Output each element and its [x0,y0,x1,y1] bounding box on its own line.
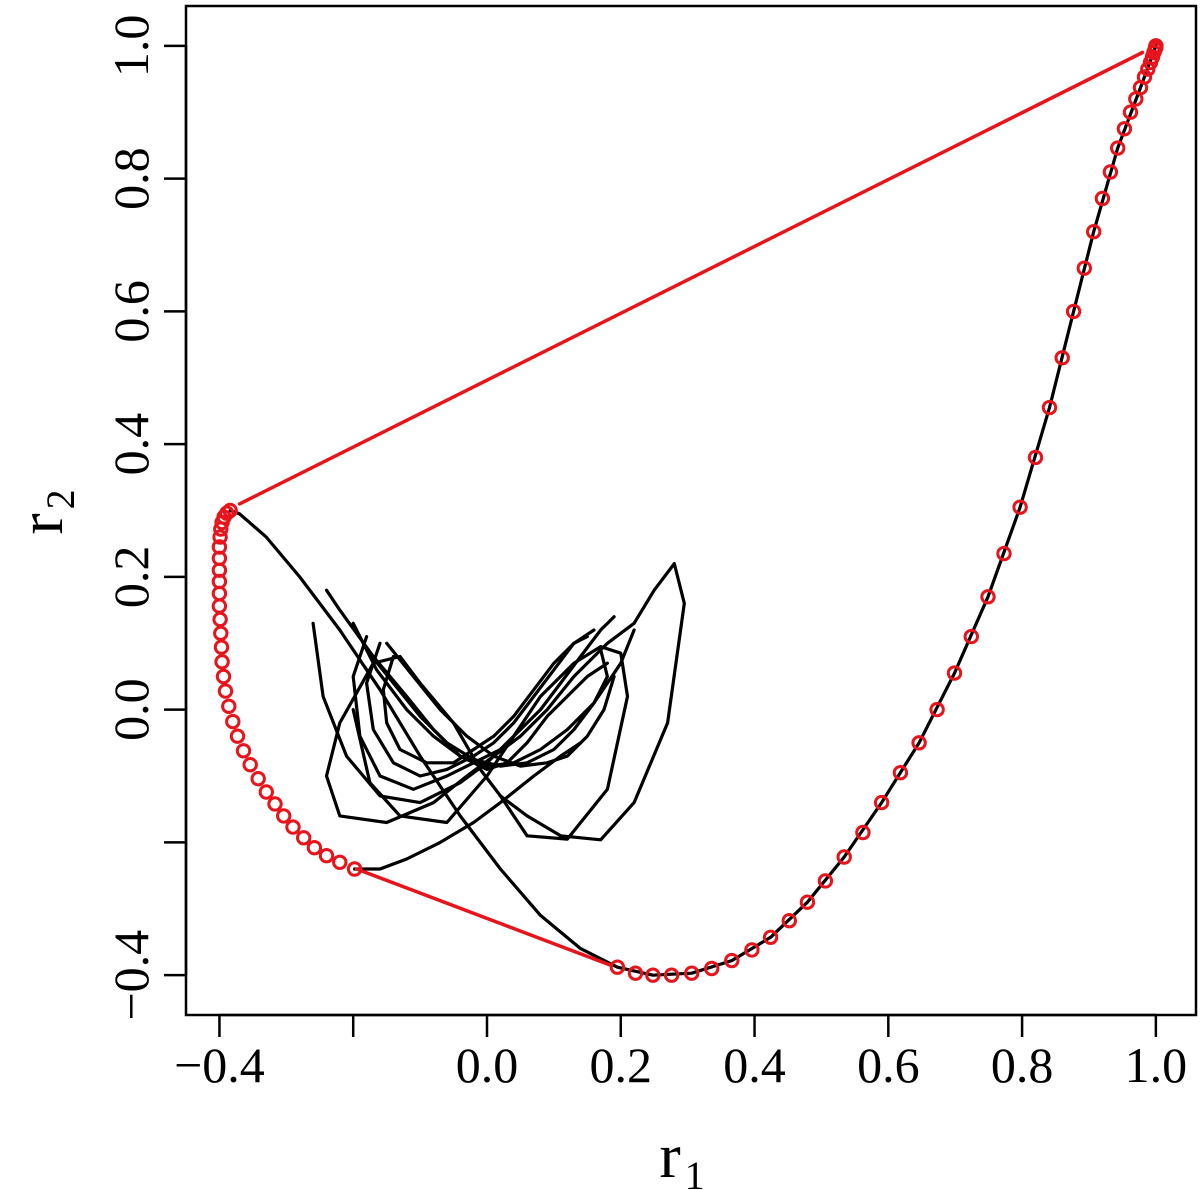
y-axis-label: r2 [5,489,83,534]
data-point [1094,190,1111,207]
data-point [229,728,246,744]
data-point [306,840,323,856]
x-tick-label: 0.6 [857,1037,920,1093]
data-point [1110,140,1126,156]
data-point [724,952,740,969]
x-axis: −0.4 0.0 0.2 0.4 0.6 0.8 1.0 [174,1013,1188,1093]
x-axis-label-base: r [659,1120,680,1190]
trajectory-line [351,615,616,791]
data-point [684,965,700,981]
data-point [214,654,230,670]
data-point [258,784,274,800]
data-point [215,668,232,685]
trajectory-line [324,562,686,842]
x-tick-label: 0.4 [723,1037,786,1093]
data-point [332,854,348,870]
y-tick-label: 0.6 [103,280,159,343]
data-point [296,830,312,846]
data-point [1140,61,1156,77]
trajectory-line [381,635,589,765]
y-tick-label: 0.2 [103,546,159,609]
y-tick-label: 0.4 [103,413,159,476]
data-point [1065,303,1082,320]
data-point [1102,164,1119,180]
data-point [704,960,720,977]
data-point [1086,224,1102,240]
trajectory-line [385,641,616,768]
data-point [663,967,680,983]
data-point [1122,104,1139,120]
x-tick-label: 0.2 [590,1037,653,1093]
x-tick-label: 1.0 [1125,1037,1188,1093]
data-point [250,771,266,787]
data-point [213,639,230,655]
trajectory-line [351,645,630,841]
data-point [318,848,335,864]
data-point [221,698,237,714]
data-point [1054,350,1070,366]
data-point [762,929,779,945]
data-point [963,628,979,645]
x-tick-label: 0.8 [991,1037,1054,1093]
plot-area [211,38,1164,983]
data-point [855,824,871,841]
data-point [213,625,229,641]
data-point [217,683,234,699]
y-axis-label-sub: 2 [38,489,83,509]
data-point [980,589,996,605]
data-point [744,942,760,958]
data-point [817,873,834,889]
data-point [225,713,241,730]
data-point [222,502,238,519]
data-point [627,965,644,981]
data-point [1116,121,1133,137]
data-point [1027,449,1044,466]
data-point [996,545,1012,562]
x-tick-label: 0.0 [456,1037,519,1093]
data-point [929,701,945,718]
trajectory-lines [228,44,1158,977]
x-axis-label-sub: 1 [685,1153,705,1190]
connector-line [354,867,613,967]
data-point [285,819,301,835]
data-point [781,913,797,929]
y-tick-label: 1.0 [103,15,159,78]
trajectory-line [228,44,1158,977]
trajectory-line [365,628,596,778]
y-axis-label-group: r2 [5,489,83,534]
trajectory-markers [211,38,1164,983]
data-point [836,849,852,865]
data-point [892,765,909,781]
data-point [1041,399,1058,416]
y-tick-label: 0.0 [103,678,159,741]
y-tick-label: −0.4 [103,930,159,1021]
data-point [609,959,626,975]
data-point [799,894,816,910]
y-axis-label-base: r [5,513,76,534]
data-point [873,794,890,811]
data-point [1012,499,1028,515]
connector-line [237,50,1145,506]
data-point [267,796,283,812]
data-point [346,861,363,877]
y-tick-label: 0.8 [103,147,159,210]
data-point [276,808,292,824]
data-point [1128,91,1144,107]
x-tick-label: −0.4 [174,1037,265,1093]
data-point [211,539,228,555]
data-point [1076,260,1093,276]
data-point [235,743,252,759]
data-point [212,529,228,545]
y-axis: −0.4 0.0 0.2 0.4 0.6 0.8 1.0 [103,15,188,1021]
data-point [946,665,963,681]
data-point [645,967,661,983]
data-point [911,735,927,751]
data-point [242,757,258,773]
